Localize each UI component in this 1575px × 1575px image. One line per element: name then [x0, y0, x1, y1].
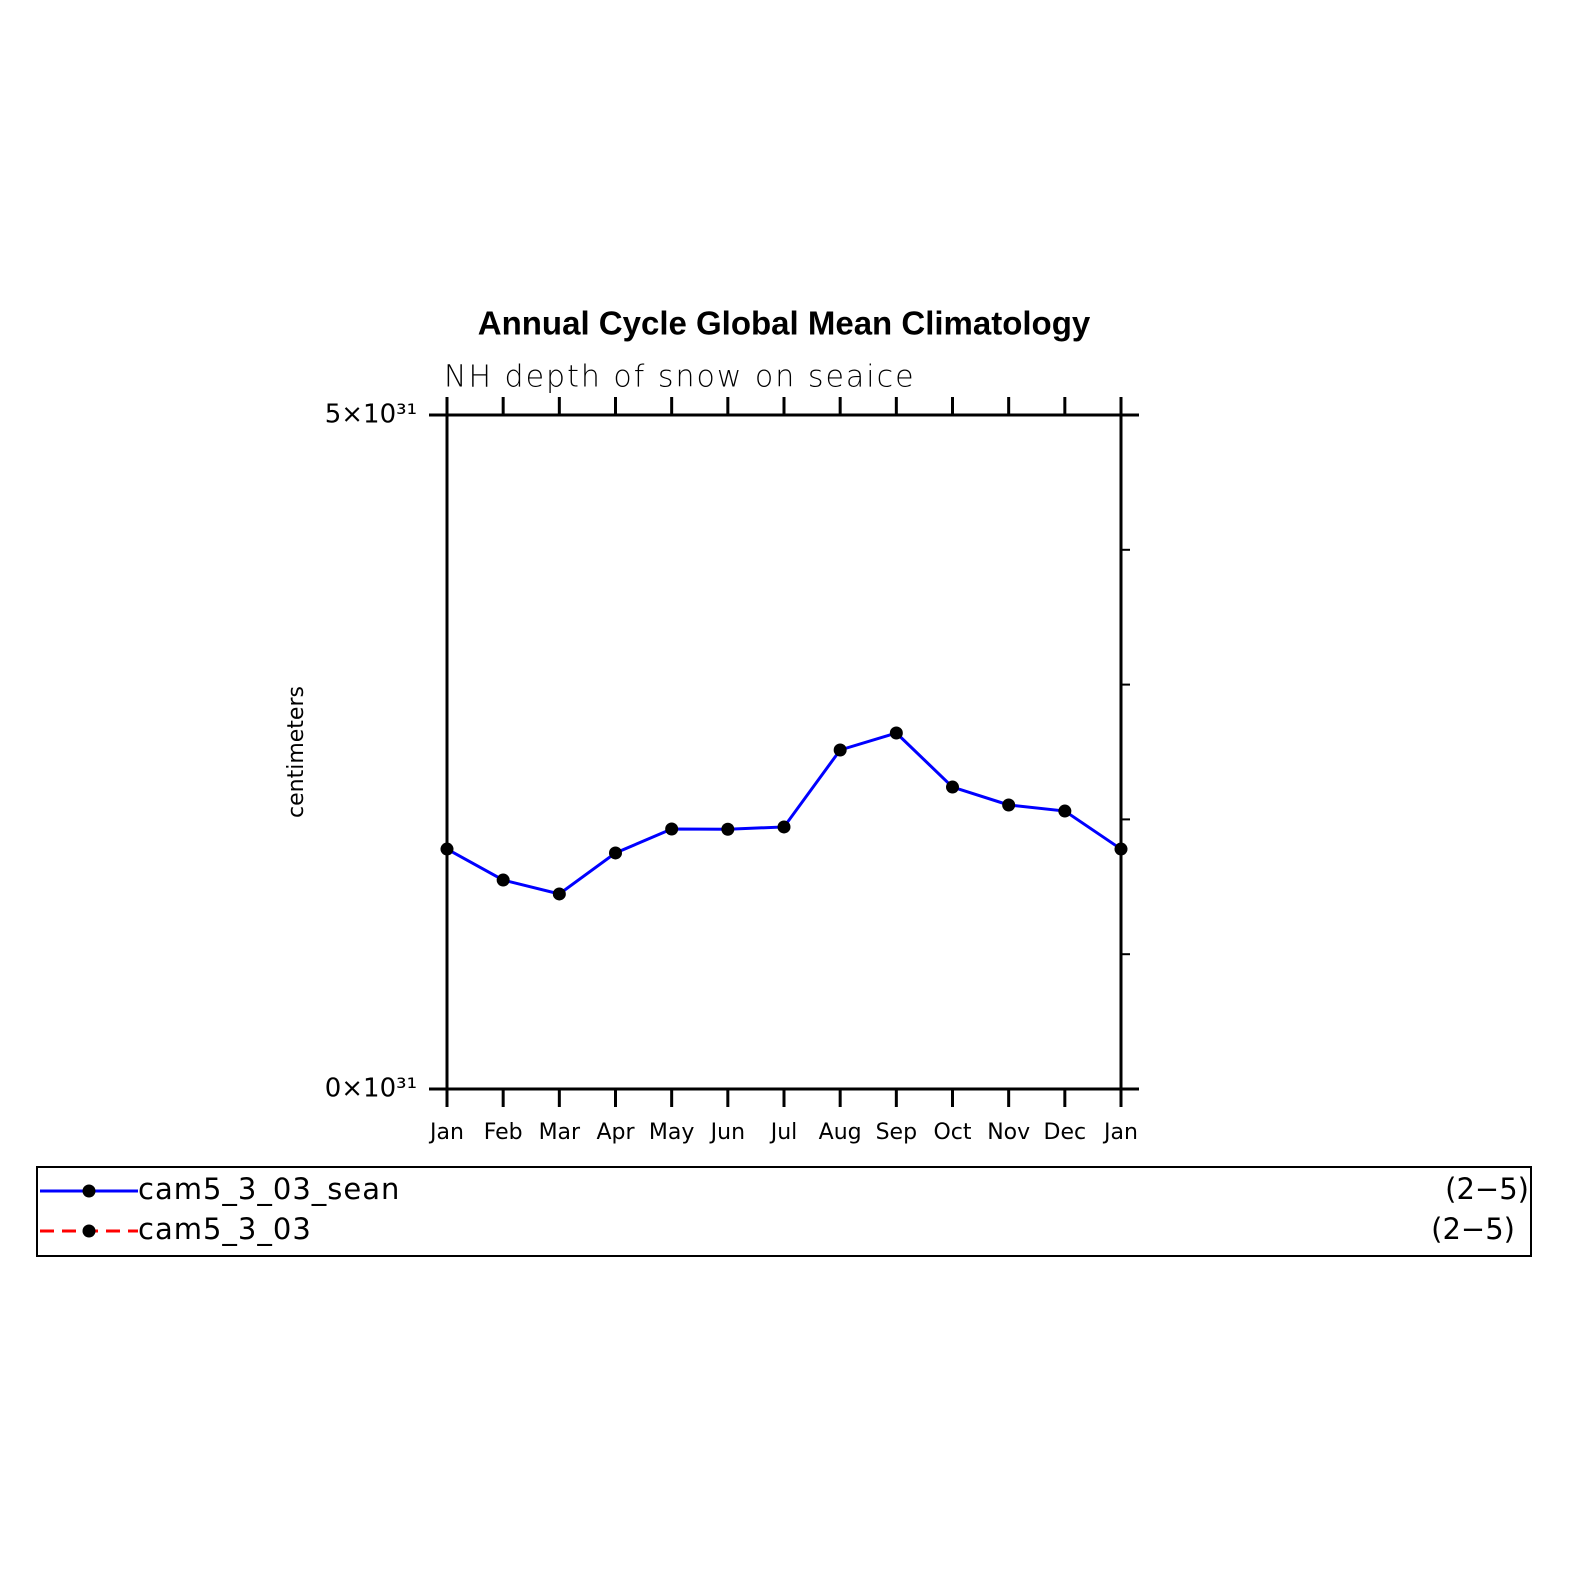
y-tick-label: 5×10³¹	[325, 400, 417, 430]
y-tick-label: 0×10³¹	[325, 1074, 417, 1104]
data-point	[552, 887, 566, 901]
x-tick-label: Dec	[1044, 1120, 1087, 1145]
x-tick-label: Oct	[933, 1120, 971, 1145]
chart-title: Annual Cycle Global Mean Climatology	[478, 305, 1091, 342]
x-tick-label: Nov	[987, 1120, 1030, 1145]
legend-marker	[82, 1224, 96, 1238]
data-point	[1114, 842, 1128, 856]
data-point	[777, 820, 791, 834]
legend-marker	[82, 1184, 96, 1198]
x-tick-label: Feb	[484, 1120, 523, 1145]
x-tick-label: Aug	[819, 1120, 862, 1145]
x-tick-label: Apr	[596, 1120, 635, 1145]
data-point	[1058, 804, 1072, 818]
x-tick-label: Sep	[876, 1120, 917, 1145]
series-line	[446, 731, 1122, 896]
data-point	[946, 780, 959, 794]
data-point	[833, 743, 847, 757]
x-tick-label: Jun	[709, 1120, 745, 1145]
x-tick-label: Jul	[769, 1120, 798, 1145]
data-point	[1002, 798, 1016, 812]
data-point	[721, 822, 735, 836]
legend-range: (2−5)	[1445, 1172, 1529, 1206]
y-axis-label: centimeters	[284, 686, 309, 818]
x-tick-label: May	[649, 1120, 694, 1145]
data-point	[889, 726, 903, 740]
chart-subtitle: NH depth of snow on seaice	[444, 360, 916, 395]
legend-box	[36, 1166, 1532, 1257]
data-point	[609, 846, 622, 860]
plot-frame	[445, 413, 1123, 1091]
legend-label: cam5_3_03_sean	[138, 1172, 400, 1206]
x-tick-label: Jan	[428, 1120, 464, 1145]
data-point	[440, 842, 454, 856]
data-point	[496, 873, 510, 887]
legend-range: (2−5)	[1431, 1212, 1515, 1246]
legend-label: cam5_3_03	[138, 1212, 312, 1246]
x-tick-label: Mar	[539, 1120, 581, 1145]
x-tick-label: Jan	[1102, 1120, 1138, 1145]
data-point	[665, 822, 679, 836]
